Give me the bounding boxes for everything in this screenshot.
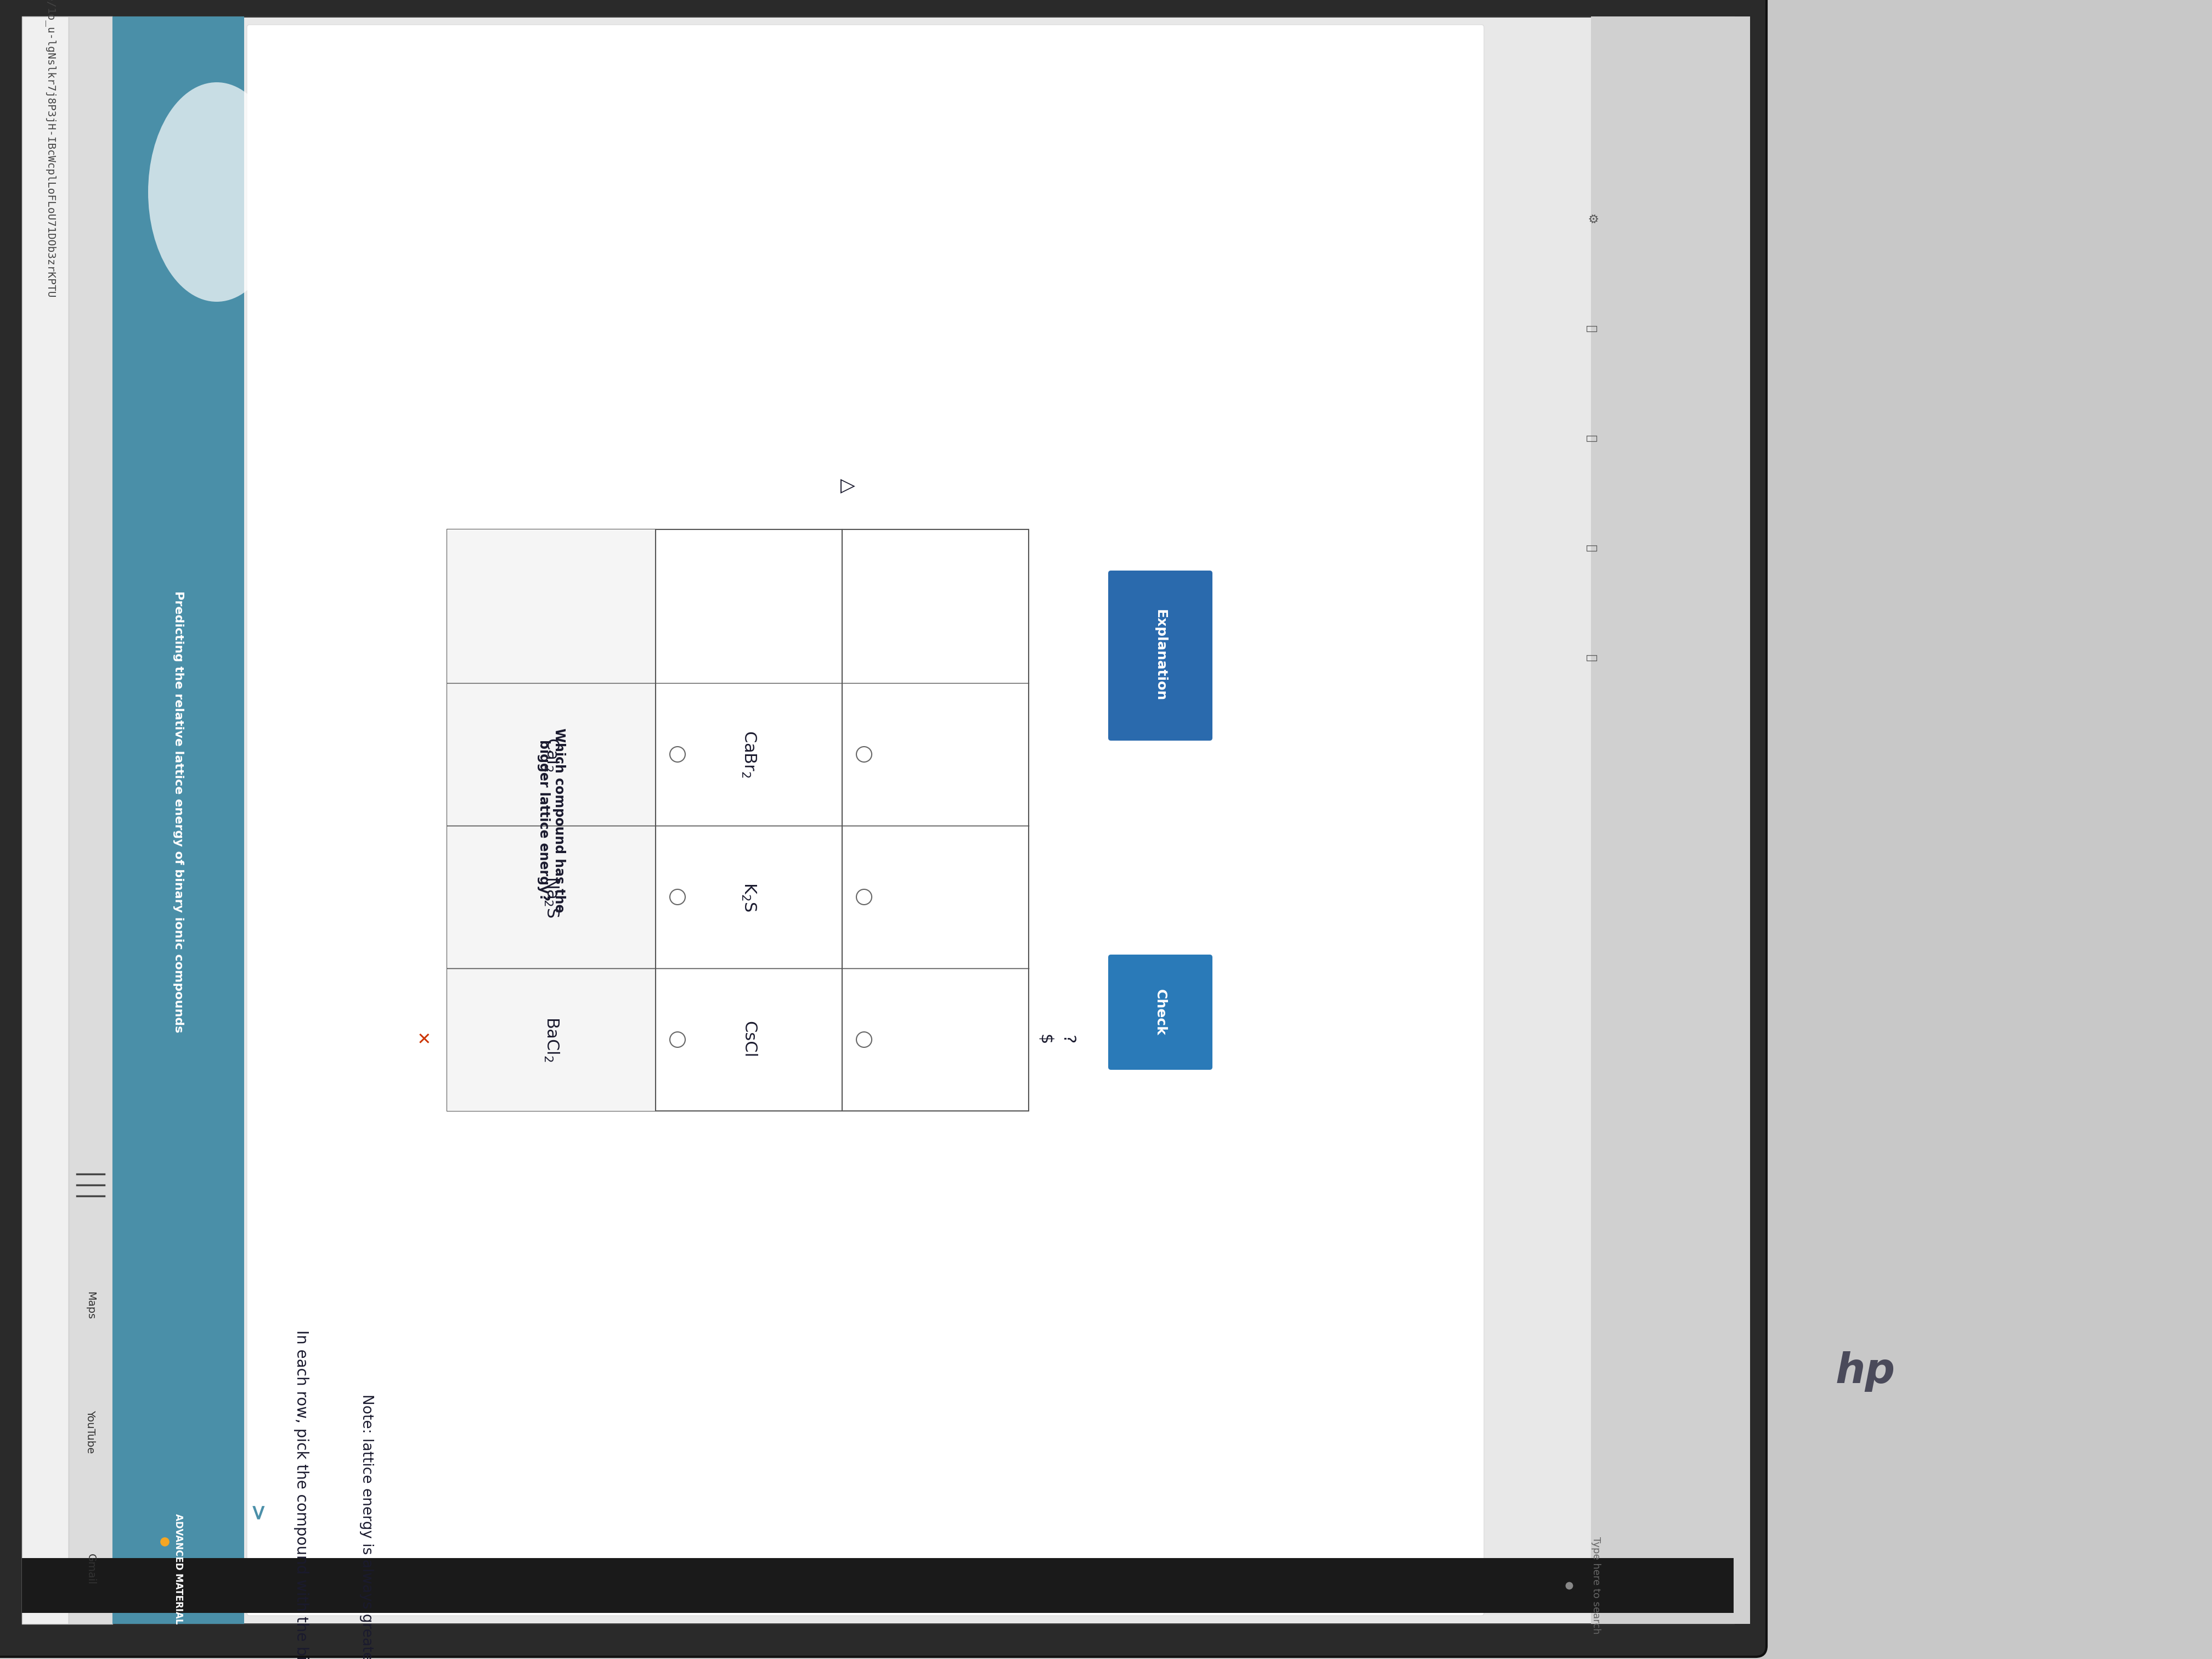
Text: YouTube: YouTube <box>86 1410 95 1453</box>
Text: hp: hp <box>1836 1350 1896 1392</box>
Text: Gmail: Gmail <box>86 1553 95 1584</box>
Text: Predicting the relative lattice energy of binary ionic compounds: Predicting the relative lattice energy o… <box>173 591 184 1034</box>
Text: 📷: 📷 <box>1586 325 1597 333</box>
FancyBboxPatch shape <box>113 17 243 1624</box>
FancyBboxPatch shape <box>447 529 655 1112</box>
Text: K$_2$S: K$_2$S <box>741 883 757 912</box>
Text: Check: Check <box>1155 989 1168 1035</box>
Text: Na$_2$S: Na$_2$S <box>542 876 560 917</box>
FancyBboxPatch shape <box>1590 17 1750 1624</box>
FancyBboxPatch shape <box>22 17 1734 1624</box>
Text: CaBr$_2$: CaBr$_2$ <box>741 730 757 778</box>
Point <box>1551 1573 1586 1599</box>
FancyBboxPatch shape <box>447 529 1029 1112</box>
FancyBboxPatch shape <box>22 17 69 1624</box>
FancyBboxPatch shape <box>69 17 113 1624</box>
Text: 🔋: 🔋 <box>1586 655 1597 662</box>
Text: $: $ <box>1037 1034 1053 1045</box>
FancyBboxPatch shape <box>1108 571 1212 740</box>
Text: BaCl$_2$: BaCl$_2$ <box>542 1017 560 1062</box>
Text: CsCl: CsCl <box>741 1022 757 1058</box>
Text: In each row, pick the compound with the bigger lattice energy.: In each row, pick the compound with the … <box>294 1331 310 1659</box>
Text: CaI$_2$: CaI$_2$ <box>542 737 560 771</box>
Text: >: > <box>246 1505 265 1523</box>
Ellipse shape <box>148 83 285 302</box>
Text: △: △ <box>838 478 856 493</box>
FancyBboxPatch shape <box>0 0 1767 1657</box>
Text: 🔊: 🔊 <box>1586 435 1597 443</box>
FancyBboxPatch shape <box>22 1558 1734 1613</box>
Text: Maps: Maps <box>86 1292 95 1319</box>
Text: 📶: 📶 <box>1586 544 1597 552</box>
Text: Note: lattice energy is always greater than zero.: Note: lattice energy is always greater t… <box>358 1394 374 1659</box>
Text: Which compound has the
bigger lattice energy?: Which compound has the bigger lattice en… <box>538 728 566 912</box>
Text: Explanation: Explanation <box>1155 611 1168 702</box>
Text: ADVANCED MATERIAL: ADVANCED MATERIAL <box>173 1513 184 1624</box>
FancyBboxPatch shape <box>248 25 1484 1616</box>
Text: ✕: ✕ <box>411 1032 427 1047</box>
FancyBboxPatch shape <box>1108 954 1212 1070</box>
Point <box>146 1528 181 1554</box>
Text: ?: ? <box>1060 1035 1075 1044</box>
Text: ⚙: ⚙ <box>1586 214 1597 226</box>
Text: Type here to search: Type here to search <box>1590 1536 1601 1634</box>
Text: www-awn.aleks.com/alekscgi/x/lsl.exe/1o_u-lgNslkr7j8P3jH-IBcWcplLoFLoU71DOb3zrKP: www-awn.aleks.com/alekscgi/x/lsl.exe/1o_… <box>44 0 55 297</box>
